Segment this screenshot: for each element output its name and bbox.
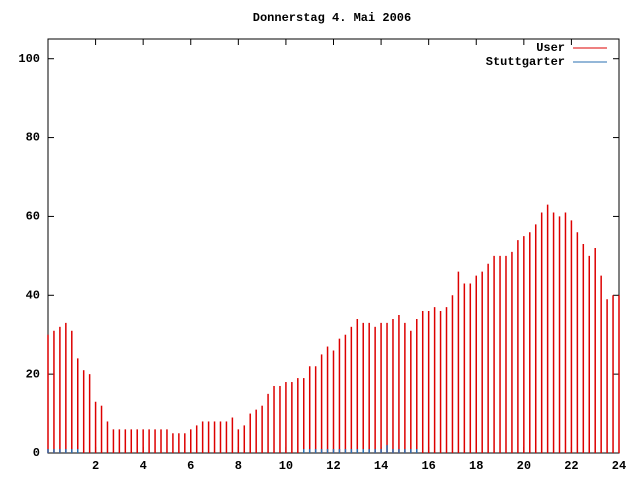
y-tick-label: 80 bbox=[26, 131, 40, 145]
x-tick-label: 4 bbox=[140, 459, 147, 473]
x-tick-label: 12 bbox=[326, 459, 340, 473]
x-tick-label: 8 bbox=[235, 459, 242, 473]
y-tick-label: 60 bbox=[26, 210, 40, 224]
x-tick-label: 22 bbox=[564, 459, 578, 473]
x-tick-label: 18 bbox=[469, 459, 483, 473]
legend-label: User bbox=[536, 41, 565, 55]
y-tick-label: 100 bbox=[18, 52, 40, 66]
x-tick-label: 6 bbox=[187, 459, 194, 473]
x-tick-label: 10 bbox=[279, 459, 293, 473]
x-tick-label: 14 bbox=[374, 459, 388, 473]
y-tick-label: 40 bbox=[26, 288, 40, 302]
chart-title: Donnerstag 4. Mai 2006 bbox=[253, 11, 411, 25]
x-tick-label: 2 bbox=[92, 459, 99, 473]
x-tick-label: 24 bbox=[612, 459, 626, 473]
x-tick-label: 16 bbox=[421, 459, 435, 473]
legend-label: Stuttgarter bbox=[486, 55, 565, 69]
y-tick-label: 0 bbox=[33, 446, 40, 460]
x-tick-label: 20 bbox=[517, 459, 531, 473]
y-tick-label: 20 bbox=[26, 367, 40, 381]
